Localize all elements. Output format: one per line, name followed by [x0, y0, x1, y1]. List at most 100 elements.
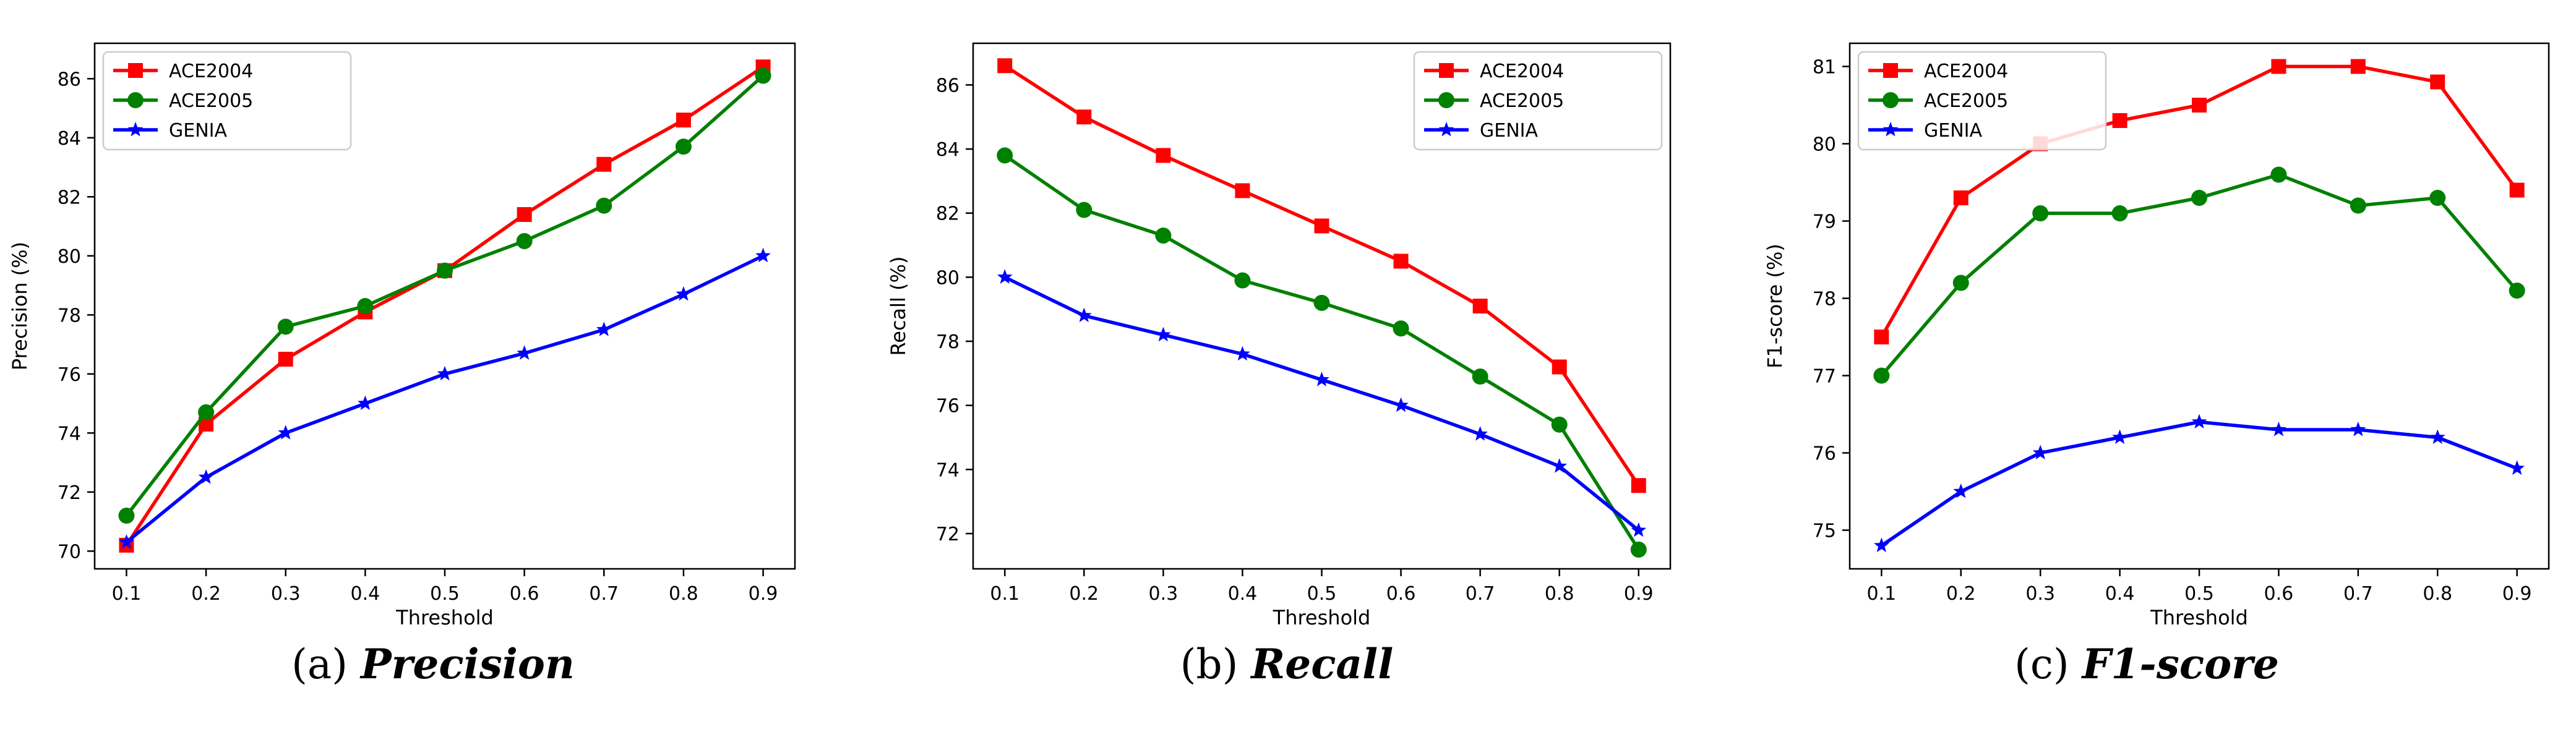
chart-b-series-ace2005-point: [1076, 202, 1093, 218]
chart-b-series-ace2004-point: [1156, 148, 1171, 163]
chart-b-ylabel: Recall (%): [887, 256, 910, 356]
chart-b-ytick-label: 84: [936, 139, 960, 161]
chart-a-series-genia-point: [198, 469, 214, 484]
caption-b: (b) Recall: [977, 640, 1596, 696]
chart-c-ytick-label: 79: [1813, 211, 1836, 233]
chart-a-xlabel: Threshold: [395, 606, 494, 629]
chart-a-series-genia-point: [755, 247, 771, 263]
chart-a-series-genia-line: [125, 254, 764, 544]
chart-a-series-ace2005-point: [596, 197, 612, 214]
chart-c-legend-marker: [1883, 63, 1898, 78]
chart-a-legend-box: [102, 51, 352, 151]
chart-b-series-ace2005-point: [1155, 227, 1172, 244]
chart-c-series-ace2005-point: [2191, 190, 2207, 206]
chart-c-series-genia-point: [2191, 414, 2207, 428]
chart-c-xtick-label: 0.5: [2184, 583, 2214, 605]
chart-b-series-genia-point: [1076, 307, 1092, 323]
chart-a-xtick-label: 0.8: [669, 583, 698, 605]
chart-b-legend-label: ACE2005: [1480, 90, 1564, 112]
chart-c-legend-label: GENIA: [1924, 120, 1982, 142]
chart-c-series-genia-point: [2429, 429, 2445, 444]
chart-a-ytick-label: 70: [58, 541, 81, 563]
chart-b-legend-marker: [1439, 63, 1454, 78]
chart-b-series-genia-line: [1004, 275, 1640, 532]
chart-a-series-ace2005-point: [516, 232, 533, 249]
chart-b-series-genia-point: [1472, 426, 1488, 441]
chart-b-legend-box: [1413, 51, 1663, 151]
chart-c-series-ace2005-point: [2509, 283, 2525, 299]
chart-c-series-ace2005-point: [2270, 166, 2287, 183]
chart-a-xtick-label: 0.1: [112, 583, 142, 605]
chart-b-series-genia-point: [1631, 522, 1647, 537]
chart-a-ytick-label: 80: [58, 246, 81, 268]
chart-c-series-ace2004-point: [1953, 190, 1968, 205]
chart-b-ytick-label: 76: [936, 396, 960, 417]
chart-c-series-genia-point: [1953, 484, 1969, 498]
caption-a-label: (a): [291, 641, 348, 688]
chart-c-ytick-label: 80: [1813, 134, 1836, 156]
chart-a-series-genia-point: [596, 322, 612, 336]
chart-a-legend-marker: [128, 63, 143, 78]
chart-b-series-ace2005-line: [1003, 154, 1641, 551]
chart-a-xtick-label: 0.4: [351, 583, 380, 605]
chart-c-series-ace2005-point: [2350, 197, 2366, 214]
chart-a-ytick-label: 74: [58, 423, 81, 445]
chart-b-series-ace2005-point: [1313, 294, 1330, 311]
chart-b-series-ace2005-point: [1472, 368, 1488, 385]
chart-a: 0.1 0.2 0.3 0.4 0.5 0.6 0.7 0.8 0.9 70 72 74 76 78 80 8…: [8, 42, 796, 629]
chart-a-series-genia-point: [358, 395, 373, 411]
chart-c-series-ace2005-point: [2032, 205, 2049, 221]
chart-b-series-genia-point: [1314, 372, 1329, 386]
chart-c-series-genia-point: [2350, 422, 2366, 437]
chart-c-xtick-label: 0.4: [2105, 583, 2135, 605]
chart-c-series-genia-line: [1880, 420, 2518, 547]
chart-b-series-ace2004-point: [997, 58, 1013, 74]
chart-c-xtick-label: 0.6: [2264, 583, 2294, 605]
chart-c-series-ace2004-point: [2350, 59, 2366, 74]
chart-a-legend-marker: [127, 92, 144, 108]
chart-b-legend-marker: [1438, 122, 1454, 137]
chart-b-ytick-label: 78: [936, 331, 960, 353]
chart-c-legend-marker: [1883, 122, 1899, 137]
chart-c-series-ace2004-point: [2271, 59, 2286, 74]
chart-c-legend-label: ACE2004: [1924, 61, 2008, 82]
chart-c-legend: ACE2004 ACE2005 GENIA: [1857, 51, 2107, 151]
chart-b-legend-label: ACE2004: [1480, 61, 1564, 82]
chart-c-xtick-label: 0.1: [1867, 583, 1897, 605]
chart-b-xtick-label: 0.6: [1386, 583, 1416, 605]
chart-c-xtick-label: 0.3: [2025, 583, 2055, 605]
chart-c-ytick-label: 78: [1813, 289, 1836, 310]
chart-c-xtick-label: 0.2: [1946, 583, 1976, 605]
chart-b-series-ace2005-point: [1234, 272, 1251, 289]
chart-c-series-ace2004-point: [2112, 113, 2127, 128]
chart-b-series-genia-point: [1156, 326, 1171, 342]
chart-a-series-ace2004-point: [278, 351, 293, 367]
chart-a-xtick-label: 0.2: [191, 583, 221, 605]
chart-a-ytick-label: 72: [58, 482, 81, 504]
chart-a-series-ace2005-point: [277, 318, 294, 335]
chart-a-xtick-label: 0.9: [749, 583, 778, 605]
chart-a-legend: ACE2004 ACE2005 GENIA: [102, 51, 352, 151]
chart-b-ytick-label: 82: [936, 203, 960, 225]
chart-b-ytick-label: 74: [936, 459, 960, 481]
chart-b-ytick-label: 86: [936, 75, 960, 96]
chart-b-legend-label: GENIA: [1480, 120, 1538, 142]
chart-b-series-ace2004-point: [1472, 299, 1488, 313]
chart-b-legend-marker: [1438, 92, 1454, 108]
chart-a-legend-label: ACE2005: [169, 90, 253, 112]
chart-b-xlabel: Threshold: [1273, 606, 1371, 629]
chart-a-series-genia-point: [437, 365, 453, 381]
chart-c-series-ace2005-point: [2429, 190, 2446, 206]
chart-b-series-ace2005-point: [1630, 541, 1647, 558]
chart-a-legend-marker: [127, 122, 144, 137]
chart-a-series-ace2005-point: [675, 138, 692, 155]
chart-a-series-genia-point: [676, 286, 692, 301]
chart-c-ylabel: F1-score (%): [1763, 244, 1787, 368]
chart-b-xtick-label: 0.8: [1545, 583, 1574, 605]
chart-b-xtick-label: 0.9: [1624, 583, 1654, 605]
chart-a-series-ace2005-point: [357, 298, 374, 314]
chart-c-series-ace2005-point: [2111, 205, 2128, 221]
chart-c: 0.1 0.2 0.3 0.4 0.5 0.6 0.7 0.8 0.9 75 76 77 78 79 80 8…: [1763, 42, 2550, 629]
chart-c-series-ace2004-point: [2192, 98, 2207, 113]
chart-c-ytick-label: 76: [1813, 443, 1836, 465]
